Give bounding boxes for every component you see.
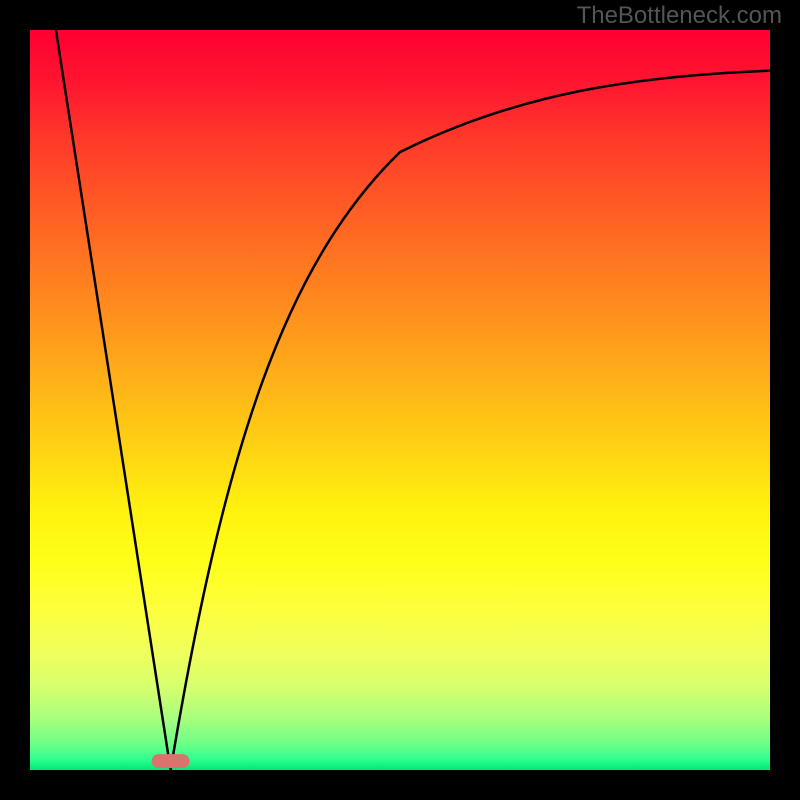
chart-svg: [0, 0, 800, 800]
figure-container: TheBottleneck.com: [0, 0, 800, 800]
plot-area: [30, 30, 770, 770]
watermark-text: TheBottleneck.com: [577, 2, 782, 30]
optimum-marker: [152, 754, 190, 768]
